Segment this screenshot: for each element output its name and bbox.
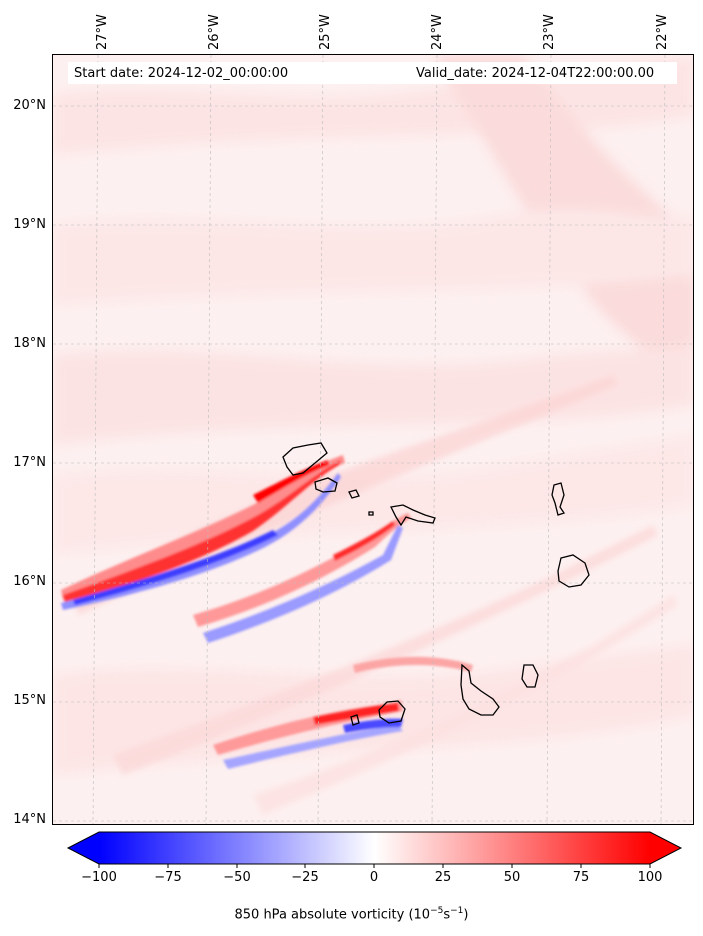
lat-label-19n: 19°N (13, 217, 46, 232)
colorbar-max-extend (650, 832, 681, 864)
island-fogo (378, 700, 406, 724)
colorbar-tick-label: −100 (81, 870, 117, 885)
graticule (53, 55, 693, 824)
island-sao-nicolau (390, 504, 436, 527)
start-date-label: Start date: 2024-12-02_00:00:00 (74, 66, 289, 81)
island-sao-vicente (314, 477, 338, 493)
colorbar-tick-label: −75 (154, 870, 182, 885)
colorbar-min-extend (68, 832, 99, 864)
lat-label-18n: 18°N (13, 336, 46, 351)
colorbar-tick-label: 0 (369, 870, 379, 885)
colorbar-tick-label: −25 (291, 870, 319, 885)
island-boa-vista (557, 554, 590, 588)
vorticity-field (53, 55, 693, 824)
colorbar-tick-label: 50 (503, 870, 521, 885)
lon-label-23w: 23°W (542, 14, 557, 50)
colorbar (66, 831, 683, 868)
colorbar-ticks (98, 864, 651, 868)
island-santa-luzia (348, 489, 360, 499)
info-box (68, 62, 677, 84)
colorbar-label: 850 hPa absolute vorticity (10−5s−1) (234, 906, 469, 923)
colorbar-tick-label: 100 (637, 870, 663, 885)
coastlines (282, 442, 590, 726)
island-santo-antao (282, 442, 328, 476)
island-brava (350, 714, 360, 726)
island-raso (368, 511, 374, 516)
lon-label-24w: 24°W (430, 14, 445, 50)
lat-label-16n: 16°N (13, 574, 46, 589)
colorbar-tick-label: 75 (572, 870, 590, 885)
island-sal (551, 482, 566, 516)
lon-label-27w: 27°W (95, 14, 110, 50)
valid-date-label: Valid_date: 2024-12-04T22:00:00.00 (416, 66, 655, 81)
lat-label-20n: 20°N (13, 98, 46, 113)
colorbar-tick-label: −50 (223, 870, 251, 885)
lon-label-25w: 25°W (318, 14, 333, 50)
lon-label-22w: 22°W (655, 14, 670, 50)
island-maio (521, 664, 539, 688)
lon-label-26w: 26°W (207, 14, 222, 50)
colorbar-tick-label: 25 (434, 870, 452, 885)
island-santiago (460, 663, 500, 716)
lat-label-14n: 14°N (13, 812, 46, 827)
vorticity-map (52, 54, 694, 825)
lat-label-15n: 15°N (13, 693, 46, 708)
lat-label-17n: 17°N (13, 455, 46, 470)
